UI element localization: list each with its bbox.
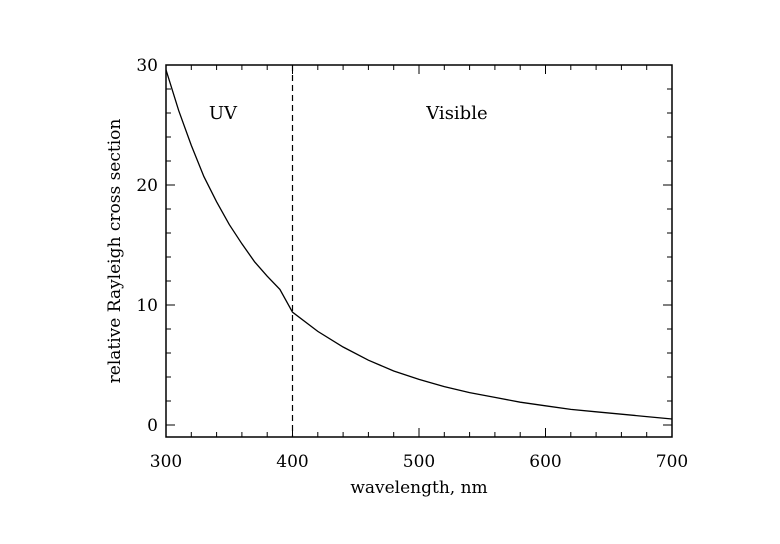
visible-region-label: Visible <box>425 103 487 124</box>
x-tick-label: 700 <box>656 452 688 472</box>
x-axis-title: wavelength, nm <box>350 478 487 498</box>
x-tick-label: 500 <box>403 452 435 472</box>
uv-region-label: UV <box>209 103 238 124</box>
y-tick-label: 10 <box>136 296 158 316</box>
y-axis-title: relative Rayleigh cross section <box>105 119 125 384</box>
axis-ticks <box>165 64 673 437</box>
x-tick-label: 600 <box>529 452 561 472</box>
y-tick-label: 30 <box>136 56 158 76</box>
y-tick-label: 20 <box>136 176 158 196</box>
x-tick-label: 300 <box>150 452 182 472</box>
plot-content <box>165 65 673 437</box>
y-tick-label: 0 <box>147 416 158 436</box>
plot-frame <box>165 64 673 438</box>
x-tick-label: 400 <box>276 452 308 472</box>
series-line <box>165 69 673 420</box>
tick-labels: 300 400 500 600 700 0 10 20 30 <box>136 56 688 472</box>
